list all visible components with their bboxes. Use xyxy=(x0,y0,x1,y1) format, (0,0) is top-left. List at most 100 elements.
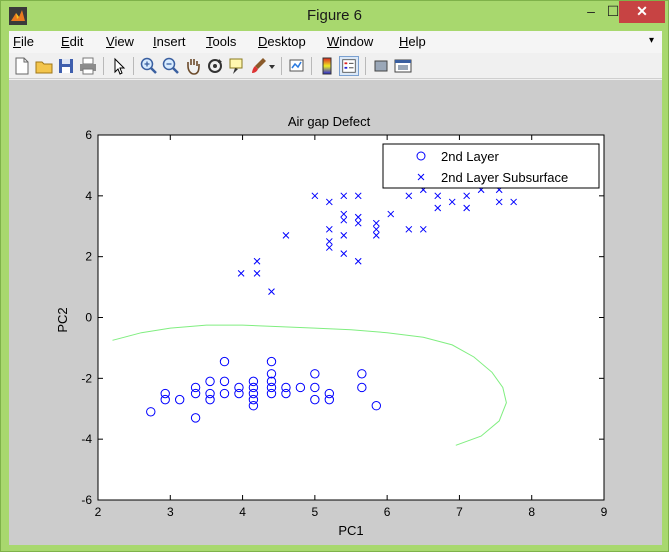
pan-icon[interactable] xyxy=(183,56,203,76)
hide-plot-tools-icon[interactable] xyxy=(371,56,391,76)
menu-file-rest: ile xyxy=(20,34,34,49)
data-point-2nd-layer xyxy=(234,388,244,399)
y-tick-label: 2 xyxy=(85,250,92,264)
data-point-subsurface xyxy=(434,204,442,212)
menu-desktop[interactable]: Desktop xyxy=(258,34,306,49)
menu-tools-rest: ools xyxy=(212,34,237,49)
legend-icon[interactable] xyxy=(339,56,359,76)
x-tick-label: 6 xyxy=(384,505,391,519)
menu-file[interactable]: File xyxy=(13,34,34,49)
colorbar-icon[interactable] xyxy=(317,56,337,76)
legend-marker-x xyxy=(417,173,425,181)
data-points xyxy=(146,186,517,423)
data-point-subsurface xyxy=(405,225,413,233)
chart-title: Air gap Defect xyxy=(288,114,371,129)
menu-view[interactable]: View xyxy=(106,34,134,49)
toolbar-separator xyxy=(281,57,282,75)
data-point-2nd-layer xyxy=(310,394,320,405)
x-tick-label: 8 xyxy=(528,505,535,519)
data-point-subsurface xyxy=(463,204,471,212)
data-point-2nd-layer xyxy=(357,382,367,393)
menu-window[interactable]: Window xyxy=(327,34,373,49)
legend[interactable]: 2nd Layer 2nd Layer Subsurface xyxy=(382,143,600,189)
x-tick-label: 4 xyxy=(239,505,246,519)
brush-dropdown-icon[interactable] xyxy=(267,56,277,76)
save-icon[interactable] xyxy=(56,56,76,76)
data-point-subsurface xyxy=(419,225,427,233)
data-point-2nd-layer xyxy=(160,394,170,405)
data-point-2nd-layer xyxy=(219,388,230,399)
data-point-2nd-layer xyxy=(281,388,291,399)
menu-insert-rest: nsert xyxy=(156,34,186,49)
data-point-subsurface xyxy=(372,219,380,227)
menu-bar: File Edit View Insert Tools Desktop Wind… xyxy=(9,31,662,53)
data-point-subsurface xyxy=(372,225,380,233)
data-point-2nd-layer xyxy=(174,394,185,405)
data-point-subsurface xyxy=(340,250,348,257)
print-icon[interactable] xyxy=(78,56,98,76)
menu-overflow-icon[interactable]: ▾ xyxy=(648,35,654,46)
data-point-subsurface xyxy=(354,219,362,227)
data-point-2nd-layer xyxy=(266,356,277,367)
data-point-subsurface xyxy=(387,210,395,218)
menu-tools[interactable]: Tools xyxy=(206,34,236,49)
show-plot-tools-icon[interactable] xyxy=(393,56,413,76)
data-point-subsurface xyxy=(325,238,333,245)
scatter-plot[interactable]: Air gap Defect 2 3 4 5 6 7 8 9 -6 -4 -2 0 2 4 6 PC1 PC… xyxy=(9,80,662,545)
data-point-2nd-layer xyxy=(248,376,259,387)
menu-edit-accel: E xyxy=(61,34,70,49)
data-point-2nd-layer xyxy=(266,388,277,399)
maximize-button[interactable]: ☐ xyxy=(606,3,620,19)
axis-ticks: 2 3 4 5 6 7 8 9 -6 -4 -2 0 2 4 6 xyxy=(81,128,607,519)
data-point-2nd-layer xyxy=(205,376,215,387)
data-point-2nd-layer xyxy=(219,356,230,367)
data-point-2nd-layer xyxy=(357,369,367,379)
y-tick-label: -2 xyxy=(81,371,92,385)
menu-insert[interactable]: Insert xyxy=(153,34,186,49)
data-point-2nd-layer xyxy=(248,401,259,411)
data-cursor-icon[interactable] xyxy=(227,56,247,76)
data-point-subsurface xyxy=(340,232,348,239)
data-point-2nd-layer xyxy=(146,407,156,417)
menu-window-accel: W xyxy=(327,34,340,49)
data-point-subsurface xyxy=(510,198,517,206)
legend-marker-circle xyxy=(416,151,426,161)
menu-help-accel: H xyxy=(399,34,409,49)
menu-help[interactable]: Help xyxy=(399,34,426,49)
menu-view-accel: V xyxy=(106,34,115,49)
rotate-3d-icon[interactable] xyxy=(205,56,225,76)
minimize-button[interactable]: – xyxy=(587,3,595,19)
data-point-subsurface xyxy=(253,270,261,277)
data-point-subsurface xyxy=(253,257,261,265)
data-point-subsurface xyxy=(372,232,380,239)
window-title: Figure 6 xyxy=(306,7,363,24)
pointer-icon[interactable] xyxy=(109,56,129,76)
data-point-2nd-layer xyxy=(205,388,215,399)
data-point-2nd-layer xyxy=(190,388,201,399)
toolbar-separator xyxy=(103,57,104,75)
zoom-in-icon[interactable] xyxy=(139,56,159,76)
new-figure-icon[interactable] xyxy=(12,56,32,76)
matlab-app-icon xyxy=(9,7,27,25)
zoom-out-icon[interactable] xyxy=(161,56,181,76)
data-point-2nd-layer xyxy=(295,382,306,393)
data-point-2nd-layer xyxy=(219,376,230,387)
close-button[interactable]: ✕ xyxy=(619,1,665,23)
brush-icon[interactable] xyxy=(249,56,269,76)
data-point-2nd-layer xyxy=(310,369,320,379)
menu-help-rest: elp xyxy=(408,34,426,49)
axes-box[interactable] xyxy=(97,134,605,501)
open-file-icon[interactable] xyxy=(34,56,54,76)
menu-edit[interactable]: Edit xyxy=(61,34,83,49)
data-point-2nd-layer xyxy=(248,388,259,399)
link-plot-icon[interactable] xyxy=(287,56,307,76)
data-point-subsurface xyxy=(354,192,362,200)
data-point-subsurface xyxy=(325,198,333,206)
data-point-2nd-layer xyxy=(266,382,277,393)
data-point-subsurface xyxy=(434,192,442,200)
title-bar[interactable]: Figure 6 – ☐ ✕ xyxy=(1,1,668,31)
data-point-2nd-layer xyxy=(266,369,277,379)
data-point-2nd-layer xyxy=(190,413,201,423)
data-point-2nd-layer xyxy=(324,388,335,399)
